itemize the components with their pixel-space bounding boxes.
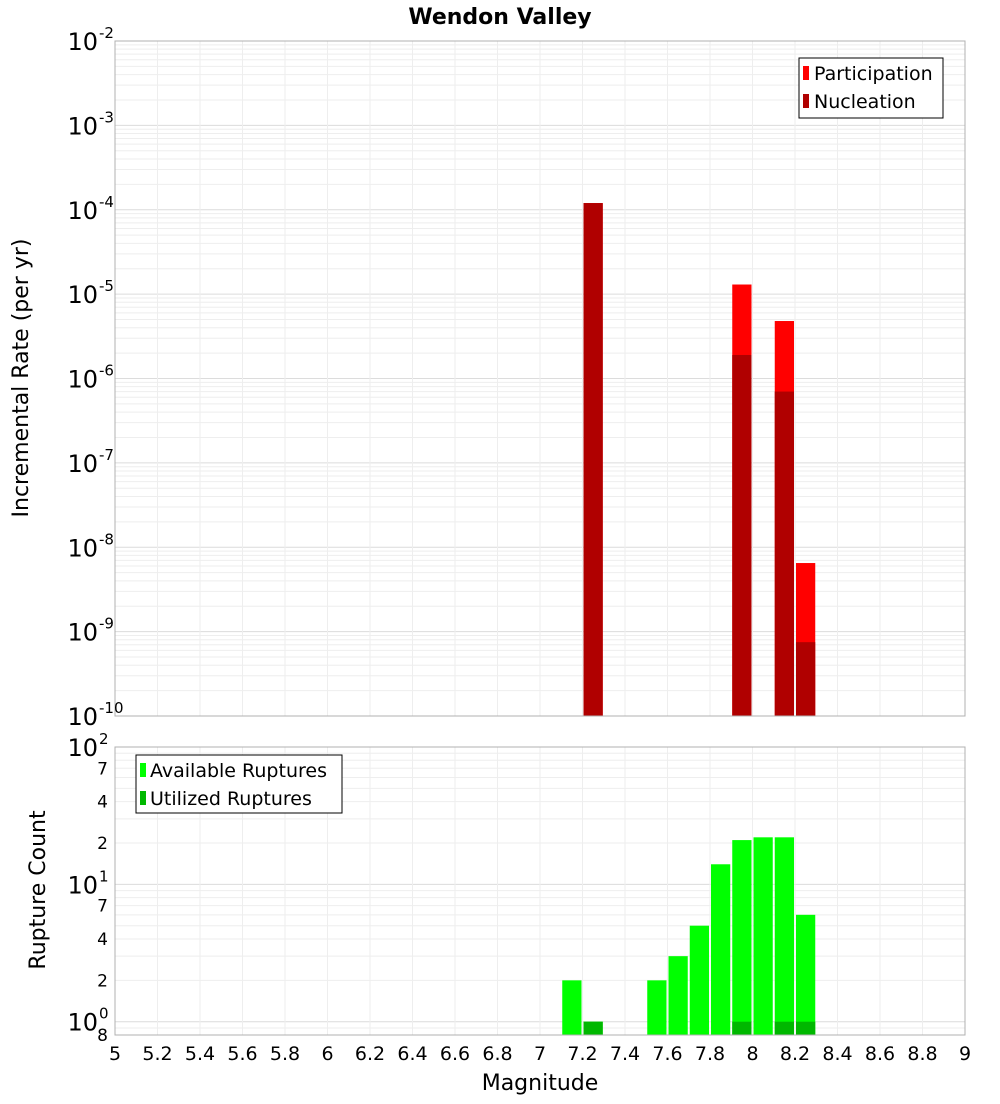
bottom-y-minor-tick-label: 4 [97,793,108,813]
bottom-y-tick-label: 10 [67,871,98,899]
nucleation-bar [796,642,816,716]
x-tick-label: 6.6 [440,1043,470,1065]
x-tick-label: 6.2 [355,1043,385,1065]
x-tick-label: 8.8 [907,1043,937,1065]
available-ruptures-bar [711,864,731,1035]
top-y-tick-label-exponent: -5 [99,277,114,295]
bottom-y-tick-label: 10 [67,734,98,762]
x-tick-label: 7.8 [695,1043,725,1065]
available-ruptures-bar [689,925,709,1035]
top-y-tick-label: 10 [67,28,98,56]
x-axis-label: Magnitude [482,1071,599,1096]
x-tick-label: 5.2 [142,1043,172,1065]
bottom-y-minor-tick-label: 7 [97,897,108,917]
top-y-tick-label-exponent: -6 [99,362,114,380]
chart-title: Wendon Valley [408,5,591,30]
x-tick-label: 7 [534,1043,546,1065]
top-y-tick-label-exponent: -9 [99,615,114,633]
x-tick-label: 7.2 [567,1043,597,1065]
x-tick-label: 9 [959,1043,971,1065]
bottom-y-minor-tick-label: 2 [97,971,108,991]
x-tick-label: 8.6 [865,1043,895,1065]
bottom-y-minor-tick-label: 7 [97,759,108,779]
bottom-y-minor-tick-label: 4 [97,930,108,950]
available-ruptures-bar [774,837,794,1035]
top-y-tick-label-exponent: -7 [99,446,114,464]
x-tick-label: 6.8 [482,1043,512,1065]
legend-swatch [803,94,809,108]
legend-label: Available Ruptures [150,760,327,782]
top-y-tick-label-exponent: -10 [99,699,124,717]
top-y-tick-label: 10 [67,112,98,140]
utilized-ruptures-bar [583,1021,603,1035]
x-tick-label: 8.2 [780,1043,810,1065]
legend-swatch [140,763,146,777]
top-y-axis-label: Incremental Rate (per yr) [9,239,34,518]
available-ruptures-bar [647,980,667,1035]
available-ruptures-bar [732,840,752,1035]
top-y-tick-label: 10 [67,534,98,562]
utilized-ruptures-bar [732,1021,752,1035]
bottom-y-axis-label: Rupture Count [26,810,51,970]
x-tick-label: 6 [321,1043,333,1065]
top-y-tick-label-exponent: -4 [99,193,114,211]
top-grid [114,41,966,717]
available-ruptures-bar [562,980,582,1035]
x-tick-label: 6.4 [397,1043,427,1065]
bottom-y-tick-label-exponent: 2 [99,730,109,748]
bottom-y-tick-label-exponent: 1 [99,867,109,885]
x-tick-label: 5.8 [270,1043,300,1065]
x-tick-label: 5.6 [227,1043,257,1065]
bottom-y-minor-tick-label: 8 [97,1026,108,1046]
available-ruptures-bar [753,837,773,1035]
x-tick-label: 7.4 [610,1043,640,1065]
top-y-tick-label-exponent: -8 [99,530,114,548]
top-plot-border [114,40,966,717]
x-tick-label: 5.4 [185,1043,215,1065]
available-ruptures-bar [796,914,816,1035]
top-y-tick-label: 10 [67,450,98,478]
nucleation-bar [583,203,603,716]
nucleation-bar [774,391,794,716]
bottom-legend-box [135,754,343,814]
legend-label: Nucleation [814,91,916,113]
legend-label: Utilized Ruptures [150,788,312,810]
bottom-y-tick-label-exponent: 0 [99,1005,109,1023]
bottom-plot-border [114,746,966,1036]
x-tick-label: 7.6 [652,1043,682,1065]
utilized-ruptures-bar [774,1021,794,1035]
nucleation-bar [732,354,752,716]
legend-swatch [803,66,809,80]
legend-label: Participation [814,63,933,85]
top-y-tick-label-exponent: -3 [99,108,114,126]
top-legend-box [798,57,944,119]
bottom-grid [114,747,966,1036]
bottom-y-minor-tick-label: 2 [97,834,108,854]
top-y-tick-label: 10 [67,703,98,731]
top-y-tick-label: 10 [67,366,98,394]
x-tick-label: 8 [746,1043,758,1065]
top-legend: Participation Nucleation [798,57,944,119]
bottom-y-tick-label: 10 [67,1009,98,1037]
top-y-tick-label: 10 [67,281,98,309]
top-y-tick-label: 10 [67,619,98,647]
top-y-tick-label-exponent: -2 [99,24,114,42]
available-ruptures-bar [668,956,688,1035]
x-tick-label: 8.4 [822,1043,852,1065]
top-y-tick-label: 10 [67,197,98,225]
x-tick-label: 5 [109,1043,121,1065]
legend-swatch [140,791,146,805]
bottom-legend: Available Ruptures Utilized Ruptures [135,754,343,814]
utilized-ruptures-bar [796,1021,816,1035]
